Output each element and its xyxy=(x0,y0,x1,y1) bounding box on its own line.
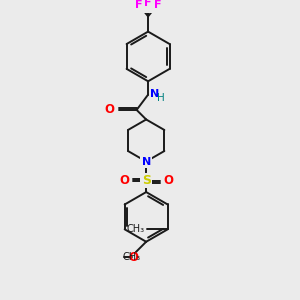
Text: N: N xyxy=(142,157,151,166)
Text: N: N xyxy=(150,89,159,99)
Text: O: O xyxy=(119,174,129,187)
Text: H: H xyxy=(157,92,164,103)
Text: F: F xyxy=(154,0,161,10)
Text: O: O xyxy=(105,103,115,116)
Text: S: S xyxy=(142,174,151,187)
Text: O: O xyxy=(164,174,173,187)
Text: CH₃: CH₃ xyxy=(127,224,145,234)
Text: O: O xyxy=(129,250,139,263)
Text: F: F xyxy=(135,0,142,10)
Text: F: F xyxy=(144,0,152,8)
Text: CH₃: CH₃ xyxy=(122,252,140,262)
